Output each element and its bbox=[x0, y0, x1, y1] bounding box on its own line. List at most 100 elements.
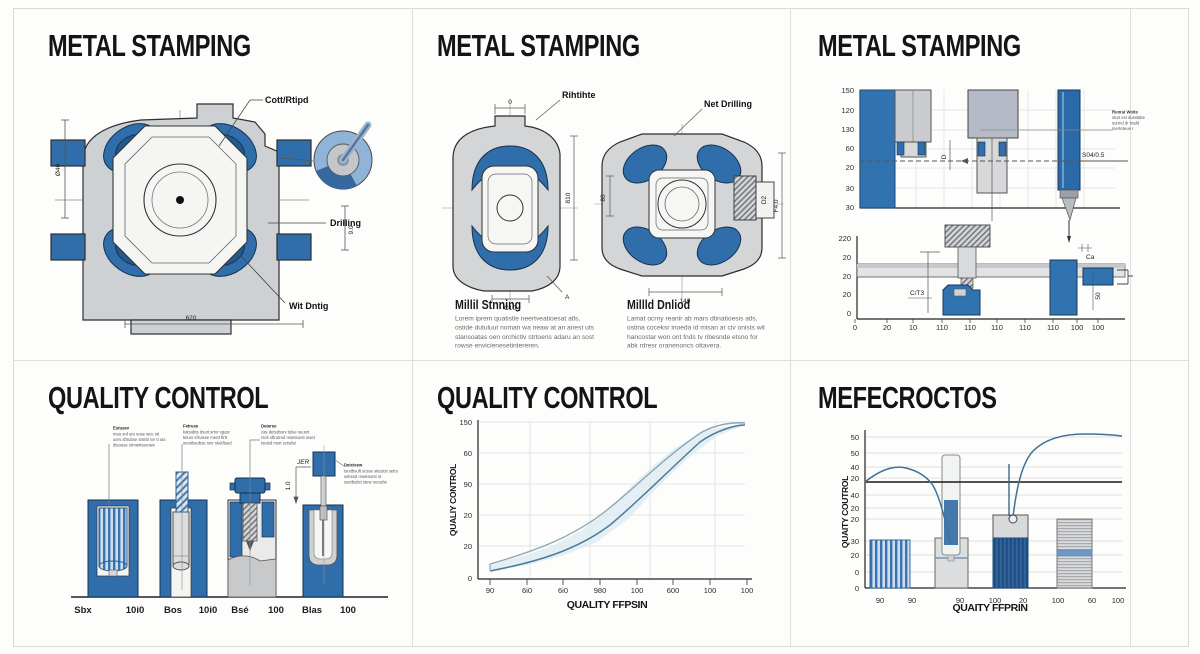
svg-text:20: 20 bbox=[464, 511, 472, 520]
svg-text:Bsé: Bsé bbox=[231, 605, 248, 616]
y-ticks: 50 50 40 20 40 20 20 30 20 0 0 bbox=[851, 433, 859, 593]
svg-text:100: 100 bbox=[989, 596, 1002, 605]
callout-bottom: Wit Dntig bbox=[289, 301, 328, 311]
upper-y-ticks: 150 120 130 60 20 30 30 bbox=[841, 86, 854, 212]
svg-text:40: 40 bbox=[851, 491, 859, 500]
annotation-2-heading: Fetruse bbox=[183, 424, 199, 429]
lower-curve bbox=[489, 424, 746, 572]
panel1-title: METAL STAMPING bbox=[48, 28, 251, 63]
svg-text:Sbx: Sbx bbox=[74, 605, 92, 616]
press-diagram: 150 120 130 60 20 30 30 S04/0.5 D bbox=[838, 86, 1133, 332]
callout-top: Cott/Rtipd bbox=[265, 95, 308, 105]
dim-left: Ø40 bbox=[55, 163, 62, 176]
annotation-4: Detcleew tsrstbsuft scsse stteutst setrs… bbox=[344, 463, 399, 485]
panel-metal-stamping-3: 150 120 130 60 20 30 30 S04/0.5 D bbox=[790, 8, 1145, 360]
x-axis-label: QUALITY FFPSIN bbox=[567, 599, 648, 611]
svg-text:20: 20 bbox=[1019, 596, 1027, 605]
callout-left: Rihtihte bbox=[562, 90, 596, 100]
die-cross-section-diagram: Cott/Rtipd Drilling Wit Dntig 620 Ø40 9.… bbox=[50, 95, 373, 335]
bar-curve-chart: 50 50 40 20 40 20 20 30 20 0 0 90 90 90 100 20 100 60 100… bbox=[840, 430, 1126, 614]
bar-1 bbox=[869, 539, 911, 589]
svg-text:100: 100 bbox=[340, 605, 356, 616]
svg-text:90: 90 bbox=[464, 480, 472, 489]
y-axis-label: QUALIY CONTROL bbox=[448, 464, 458, 536]
sigmoid-chart: 150 60 90 20 20 0 90 6i0 6i0 980 100 600 100 100 QUA… bbox=[448, 418, 753, 611]
svg-text:130: 130 bbox=[841, 125, 854, 134]
annotation-1: Estusev msa srd ars vuse wce stt uers sf… bbox=[113, 426, 168, 448]
dim-d: D bbox=[941, 154, 948, 159]
annotation-3: Deterse cas detsdssrv tulse seusrt rsck … bbox=[261, 424, 316, 446]
svg-text:100: 100 bbox=[1092, 323, 1105, 332]
svg-text:50: 50 bbox=[851, 433, 859, 442]
svg-text:20: 20 bbox=[464, 542, 472, 551]
dim-ca: Ca bbox=[1086, 254, 1095, 261]
svg-text:40: 40 bbox=[851, 463, 859, 472]
chart-grid bbox=[478, 421, 745, 579]
svg-text:110: 110 bbox=[1019, 323, 1031, 332]
note-line-1: Runral Wolte bbox=[1112, 110, 1138, 115]
dim-right: 9.0 bbox=[348, 225, 355, 234]
svg-text:150: 150 bbox=[459, 418, 472, 427]
panel-metal-stamping-2: 0 Rihtihte 810 C10 A 80 140 D2 F4.0 Net … bbox=[412, 8, 790, 360]
svg-text:30: 30 bbox=[846, 203, 854, 212]
y-ticks: 150 60 90 20 20 0 bbox=[459, 418, 472, 583]
svg-text:50: 50 bbox=[851, 449, 859, 458]
sigmoid-band bbox=[490, 423, 745, 571]
column-divider-1 bbox=[412, 8, 413, 646]
note-line-2: sturt ext dusslatte bbox=[1112, 116, 1145, 121]
panel-quality-control-2: 150 60 90 20 20 0 90 6i0 6i0 980 100 600 100 100 QUA… bbox=[412, 360, 790, 646]
annotation-4-body: tsrstbsuft scsse stteutst setrs sebssd m… bbox=[344, 469, 398, 485]
svg-text:100: 100 bbox=[1071, 323, 1084, 332]
curve-marker bbox=[1008, 514, 1018, 524]
svg-text:90: 90 bbox=[876, 596, 884, 605]
svg-text:20: 20 bbox=[843, 253, 851, 262]
die-3 bbox=[227, 439, 277, 598]
annotation-2-body: katsubts dsurt srtvr sgusr telusr sfruts… bbox=[183, 430, 232, 446]
svg-text:600: 600 bbox=[667, 586, 680, 595]
dim-ct3: C/T3 bbox=[910, 290, 924, 297]
svg-text:20: 20 bbox=[851, 551, 859, 560]
dim-810: 810 bbox=[565, 192, 572, 203]
dim-d2: D2 bbox=[761, 195, 768, 204]
svg-text:150: 150 bbox=[841, 86, 854, 95]
dim-140: 140 bbox=[680, 298, 691, 305]
svg-text:20: 20 bbox=[851, 515, 859, 524]
column-divider-2 bbox=[790, 8, 791, 646]
dim-jer: JER bbox=[296, 459, 310, 466]
bars bbox=[869, 514, 1093, 589]
svg-text:60: 60 bbox=[1088, 596, 1096, 605]
dual-section-diagram: 0 Rihtihte 810 C10 A 80 140 D2 F4.0 Net … bbox=[442, 90, 786, 312]
die-4 bbox=[293, 445, 345, 598]
note-line-3: surmd dr tradd bbox=[1112, 121, 1140, 126]
svg-text:90: 90 bbox=[908, 596, 916, 605]
detail-circle bbox=[280, 121, 373, 190]
callout-right: Net Drilling bbox=[704, 99, 752, 109]
svg-text:20: 20 bbox=[851, 474, 859, 483]
dim-f40: F4.0 bbox=[773, 199, 780, 212]
callout-drilling: Drilling bbox=[330, 218, 361, 228]
svg-text:100: 100 bbox=[1112, 596, 1125, 605]
svg-text:60: 60 bbox=[464, 449, 472, 458]
svg-text:120: 120 bbox=[841, 106, 854, 115]
row-divider bbox=[13, 360, 1188, 361]
svg-text:30: 30 bbox=[851, 537, 859, 546]
curve-segment-2 bbox=[1012, 433, 1123, 518]
svg-text:20: 20 bbox=[846, 163, 854, 172]
press-parts-upper bbox=[859, 89, 1081, 243]
threaded-section bbox=[733, 175, 757, 221]
press-note: Runral Wolte sturt ext dusslatte surmd d… bbox=[1112, 110, 1154, 132]
label-s04: S04/0.5 bbox=[1082, 152, 1105, 159]
annotation-2: Fetruse katsubts dsurt srtvr sgusr telus… bbox=[183, 424, 238, 446]
callout-leaders bbox=[218, 99, 326, 304]
svg-text:60: 60 bbox=[846, 144, 854, 153]
x-ticks: 90 90 90 100 20 100 60 100 bbox=[876, 596, 1124, 605]
lower-x-ticks: 0 20 10 110 110 110 110 110 100 100 bbox=[853, 323, 1104, 332]
bottom-labels: Sbx 10i0 Bos 10i0 Bsé 100 Blas 100 bbox=[74, 605, 356, 616]
panel-mefecroctos: 50 50 40 20 40 20 20 30 20 0 0 90 90 90 100 20 100 60 100… bbox=[790, 360, 1130, 646]
svg-text:10i0: 10i0 bbox=[126, 605, 145, 616]
svg-text:20: 20 bbox=[843, 272, 851, 281]
svg-text:6i0: 6i0 bbox=[522, 586, 532, 595]
svg-text:100: 100 bbox=[1052, 596, 1065, 605]
curve-segment-1 bbox=[864, 466, 952, 545]
